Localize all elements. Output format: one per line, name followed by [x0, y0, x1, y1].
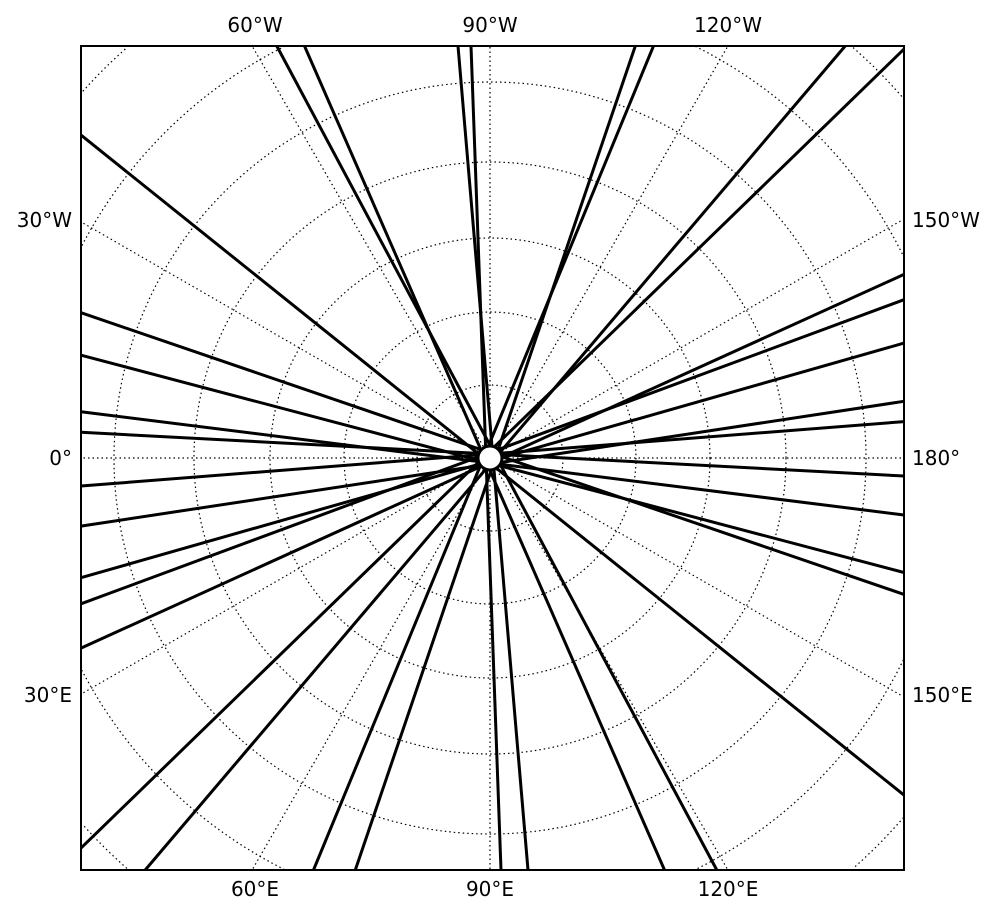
label-left-30e: 30°E: [24, 683, 72, 707]
meridian-line: [489, 457, 905, 698]
label-right-150w: 150°W: [912, 208, 980, 232]
pole-marker: [476, 444, 504, 472]
meridian-line: [251, 457, 491, 871]
label-bottom-60e: 60°E: [231, 877, 279, 901]
map-frame: [80, 45, 905, 871]
meridian-line: [489, 218, 905, 459]
label-left-0: 0°: [49, 446, 72, 470]
label-bottom-120e: 120°E: [698, 877, 759, 901]
label-left-30w: 30°W: [17, 208, 72, 232]
meridian-line: [489, 457, 729, 871]
label-top-90w: 90°W: [462, 13, 517, 37]
latitude-circle: [81, 45, 904, 871]
label-top-60w: 60°W: [227, 13, 282, 37]
label-right-150e: 150°E: [912, 683, 973, 707]
label-right-180: 180°: [912, 446, 960, 470]
meridian-line: [80, 221, 491, 459]
meridian-line: [251, 45, 491, 459]
meridian-line: [489, 45, 729, 459]
label-top-120w: 120°W: [694, 13, 762, 37]
label-bottom-90e: 90°E: [466, 877, 514, 901]
